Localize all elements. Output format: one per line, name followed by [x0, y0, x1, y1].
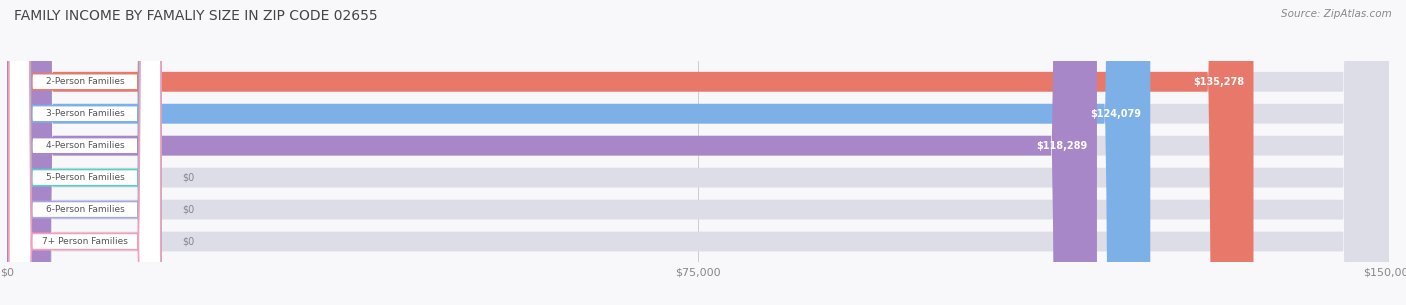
- Text: 6-Person Families: 6-Person Families: [45, 205, 124, 214]
- FancyBboxPatch shape: [8, 0, 160, 305]
- FancyBboxPatch shape: [8, 0, 160, 305]
- FancyBboxPatch shape: [8, 0, 160, 305]
- Text: Source: ZipAtlas.com: Source: ZipAtlas.com: [1281, 9, 1392, 19]
- FancyBboxPatch shape: [7, 0, 1389, 305]
- Text: 3-Person Families: 3-Person Families: [45, 109, 124, 118]
- FancyBboxPatch shape: [7, 0, 1389, 305]
- FancyBboxPatch shape: [7, 0, 1150, 305]
- FancyBboxPatch shape: [7, 0, 1389, 305]
- FancyBboxPatch shape: [7, 0, 1389, 305]
- FancyBboxPatch shape: [7, 0, 1254, 305]
- FancyBboxPatch shape: [7, 0, 1389, 305]
- Text: 5-Person Families: 5-Person Families: [45, 173, 124, 182]
- Text: $0: $0: [183, 173, 194, 183]
- Text: $135,278: $135,278: [1194, 77, 1244, 87]
- Text: 2-Person Families: 2-Person Families: [45, 77, 124, 86]
- Text: $124,079: $124,079: [1090, 109, 1142, 119]
- FancyBboxPatch shape: [8, 0, 160, 305]
- FancyBboxPatch shape: [8, 0, 160, 305]
- Text: $0: $0: [183, 205, 194, 215]
- Text: FAMILY INCOME BY FAMALIY SIZE IN ZIP CODE 02655: FAMILY INCOME BY FAMALIY SIZE IN ZIP COD…: [14, 9, 378, 23]
- FancyBboxPatch shape: [7, 0, 1389, 305]
- FancyBboxPatch shape: [7, 0, 1097, 305]
- Text: 4-Person Families: 4-Person Families: [45, 141, 124, 150]
- Text: $0: $0: [183, 237, 194, 246]
- Text: $118,289: $118,289: [1036, 141, 1088, 151]
- Text: 7+ Person Families: 7+ Person Families: [42, 237, 128, 246]
- FancyBboxPatch shape: [8, 0, 160, 305]
